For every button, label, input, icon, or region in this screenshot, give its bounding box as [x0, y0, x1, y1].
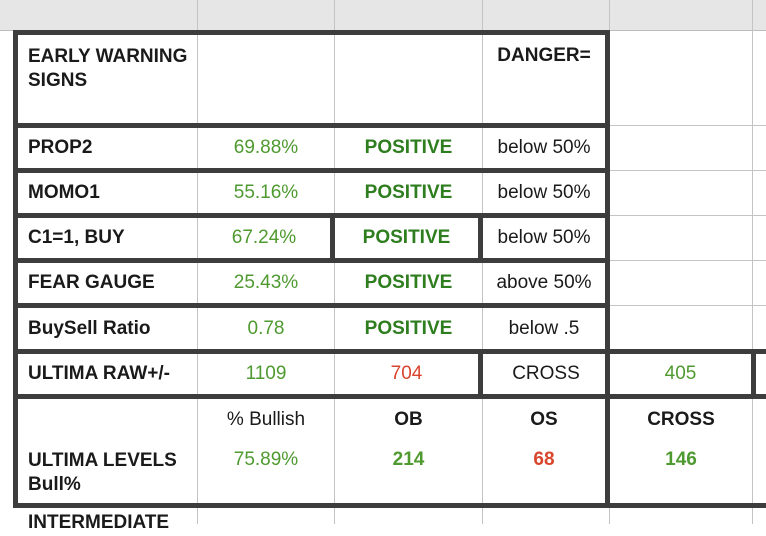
- row-label-prop2[interactable]: PROP2: [28, 137, 93, 158]
- row-label-fear-gauge[interactable]: FEAR GAUGE: [28, 272, 155, 293]
- early-warning-title[interactable]: EARLY WARNING SIGNS: [28, 46, 188, 91]
- threshold-c1-buy[interactable]: below 50%: [497, 227, 591, 248]
- ultima-raw-cross-label[interactable]: CROSS: [512, 363, 580, 384]
- table-border: [330, 213, 335, 263]
- value-fear-gauge[interactable]: 25.43%: [233, 272, 299, 293]
- grid-line: [752, 0, 753, 524]
- table-border: [751, 349, 756, 399]
- status-fear-gauge[interactable]: POSITIVE: [364, 272, 453, 293]
- grid-line: [608, 170, 766, 171]
- row-label-intermediate[interactable]: INTERMEDIATE: [28, 512, 170, 533]
- header-cross[interactable]: CROSS: [647, 409, 715, 430]
- ultima-raw-value-1[interactable]: 1109: [245, 363, 287, 384]
- value-prop2[interactable]: 69.88%: [233, 137, 299, 158]
- threshold-prop2[interactable]: below 50%: [497, 137, 591, 158]
- grid-line: [608, 125, 766, 126]
- ultima-raw-cross-value[interactable]: 405: [664, 363, 697, 384]
- ultima-levels-os[interactable]: 68: [533, 449, 555, 470]
- header-bullish[interactable]: % Bullish: [226, 409, 306, 430]
- value-momo1[interactable]: 55.16%: [233, 182, 299, 203]
- column-header-bar: [0, 0, 766, 31]
- table-border: [13, 30, 18, 508]
- table-border: [13, 213, 610, 218]
- row-label-ultima-raw[interactable]: ULTIMA RAW+/-: [28, 363, 170, 384]
- danger-header[interactable]: DANGER=: [497, 45, 591, 66]
- grid-line: [608, 260, 766, 261]
- row-label-ultima-levels[interactable]: ULTIMA LEVELS Bull%: [28, 450, 177, 495]
- ultima-levels-bullish[interactable]: 75.89%: [233, 449, 299, 470]
- status-buysell-ratio[interactable]: POSITIVE: [364, 317, 453, 339]
- header-ob[interactable]: OB: [394, 409, 423, 430]
- ultima-levels-ob[interactable]: 214: [392, 449, 425, 470]
- table-border: [605, 30, 610, 508]
- threshold-momo1[interactable]: below 50%: [497, 182, 591, 203]
- table-border: [13, 123, 610, 128]
- table-border: [13, 349, 766, 354]
- table-border: [13, 303, 610, 308]
- row-label-momo1[interactable]: MOMO1: [28, 182, 100, 203]
- ultima-raw-value-2[interactable]: 704: [390, 363, 423, 384]
- table-border: [478, 213, 483, 263]
- table-border: [13, 258, 610, 263]
- status-momo1[interactable]: POSITIVE: [364, 182, 453, 203]
- table-border: [13, 168, 610, 173]
- table-border: [13, 30, 610, 35]
- threshold-buysell-ratio[interactable]: below .5: [508, 317, 580, 339]
- status-c1-buy[interactable]: POSITIVE: [362, 227, 451, 248]
- threshold-fear-gauge[interactable]: above 50%: [496, 272, 592, 293]
- row-label-buysell-ratio[interactable]: BuySell Ratio: [28, 317, 151, 339]
- row-label-c1-buy[interactable]: C1=1, BUY: [28, 227, 125, 248]
- table-border: [13, 394, 766, 399]
- grid-line: [608, 305, 766, 306]
- status-prop2[interactable]: POSITIVE: [364, 137, 453, 158]
- table-border: [13, 503, 766, 508]
- header-os[interactable]: OS: [530, 409, 558, 430]
- grid-line: [608, 215, 766, 216]
- value-c1-buy[interactable]: 67.24%: [231, 227, 297, 248]
- table-border: [478, 349, 483, 399]
- ultima-levels-cross[interactable]: 146: [665, 449, 697, 470]
- value-buysell-ratio[interactable]: 0.78: [247, 317, 285, 339]
